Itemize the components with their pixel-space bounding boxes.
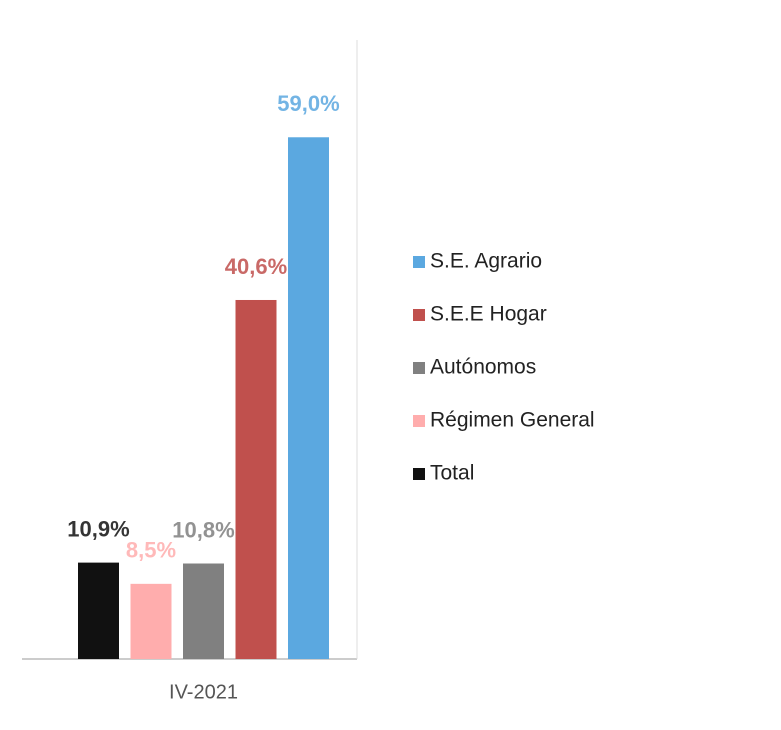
bar (288, 137, 329, 659)
legend-swatch (413, 309, 425, 321)
legend-label: Régimen General (430, 409, 595, 432)
data-label: 59,0% (277, 91, 339, 116)
legend-swatch (413, 415, 425, 427)
legend-swatch (413, 362, 425, 374)
legend-label: S.E.E Hogar (430, 303, 547, 326)
x-tick-label: IV-2021 (169, 681, 238, 703)
legend-swatch (413, 256, 425, 268)
bar (235, 299, 277, 659)
legend-label: Total (430, 462, 474, 485)
bar (183, 563, 224, 659)
legend-label: S.E. Agrario (430, 250, 542, 273)
legend-label: Autónomos (430, 356, 536, 379)
data-label: 40,6% (225, 254, 287, 279)
data-label: 10,9% (67, 516, 129, 541)
legend-swatch (413, 468, 425, 480)
data-label: 10,8% (172, 517, 234, 542)
bar (78, 562, 119, 659)
data-label: 8,5% (126, 538, 176, 563)
bar (130, 583, 172, 659)
